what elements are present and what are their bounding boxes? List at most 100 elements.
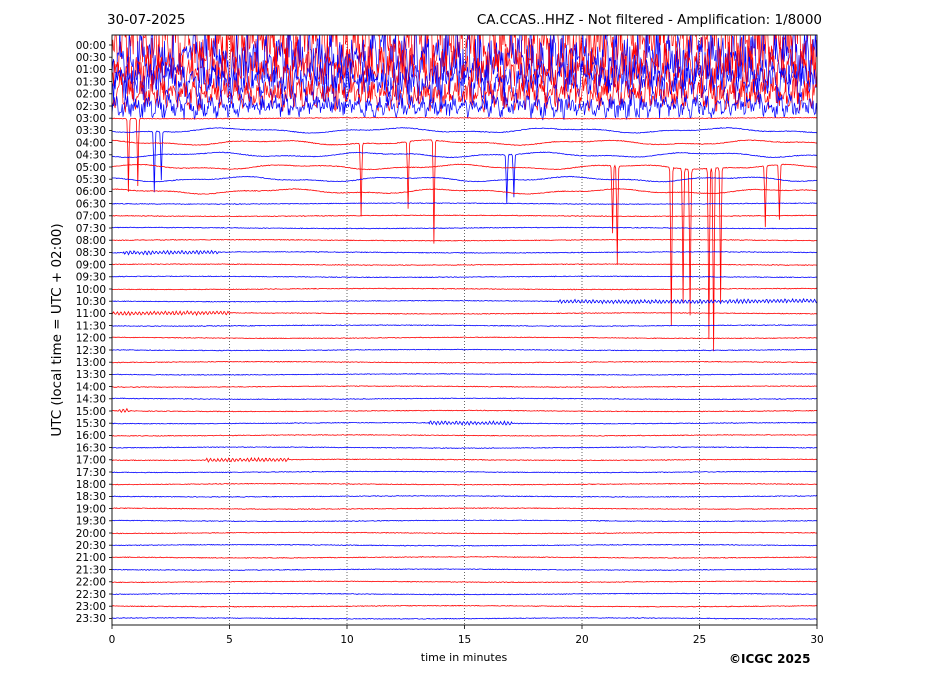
date-label: 30-07-2025 [107, 12, 186, 28]
x-tick-label: 10 [340, 634, 353, 646]
trace-line [112, 434, 817, 437]
chart-title: CA.CCAS..HHZ - Not filtered - Amplificat… [476, 12, 822, 28]
x-tick-label: 15 [458, 634, 471, 646]
y-tick-label: 22:00 [76, 577, 106, 589]
trace-line [112, 507, 817, 510]
y-tick-label: 18:00 [76, 479, 106, 491]
y-tick-label: 04:00 [76, 137, 106, 149]
y-tick-label: 23:00 [76, 601, 106, 613]
trace-line [112, 249, 817, 256]
x-tick-label: 0 [109, 634, 116, 646]
y-tick-label: 06:00 [76, 186, 106, 198]
x-tick-label: 5 [226, 634, 233, 646]
y-tick-label: 14:00 [76, 381, 106, 393]
trace-line [112, 151, 817, 204]
y-tick-label: 15:30 [76, 418, 106, 430]
x-tick-label: 20 [575, 634, 588, 646]
y-tick-label: 07:30 [76, 223, 106, 235]
y-tick-label: 06:30 [76, 198, 106, 210]
trace-line [112, 310, 817, 317]
trace-line [112, 238, 817, 242]
trace-line [112, 407, 817, 414]
y-tick-label: 17:30 [76, 467, 106, 479]
trace-line [112, 297, 817, 305]
x-axis-label: time in minutes [420, 651, 508, 664]
y-tick-label: 12:30 [76, 345, 106, 357]
trace-line [112, 531, 817, 535]
trace-line [112, 420, 817, 426]
trace-line [112, 556, 817, 559]
y-tick-label: 13:00 [76, 357, 106, 369]
y-tick-label: 11:30 [76, 320, 106, 332]
trace-line [112, 519, 817, 523]
trace-line [112, 495, 817, 498]
y-tick-label: 09:00 [76, 259, 106, 271]
trace-line [112, 482, 817, 486]
trace-line [112, 592, 817, 596]
y-tick-label: 20:30 [76, 540, 106, 552]
trace-line [112, 58, 817, 106]
trace-line [112, 91, 817, 121]
trace-line [112, 188, 817, 195]
y-tick-label: 07:00 [76, 211, 106, 223]
y-tick-label: 09:30 [76, 272, 106, 284]
trace-line [112, 116, 817, 192]
y-tick-label: 21:30 [76, 564, 106, 576]
trace-line [112, 139, 817, 244]
trace-line [112, 446, 817, 449]
y-tick-label: 03:00 [76, 113, 106, 125]
trace-line [112, 287, 817, 291]
trace-line [112, 163, 817, 352]
trace-line [112, 397, 817, 401]
y-tick-label: 16:00 [76, 430, 106, 442]
trace-line [112, 336, 817, 340]
trace-line [112, 580, 817, 584]
y-tick-label: 05:00 [76, 162, 106, 174]
y-tick-label: 11:00 [76, 308, 106, 320]
y-tick-label: 13:30 [76, 369, 106, 381]
y-tick-label: 19:00 [76, 503, 106, 515]
trace-line [112, 324, 817, 327]
trace-line [112, 470, 817, 474]
y-tick-label: 08:30 [76, 247, 106, 259]
y-tick-label: 10:00 [76, 284, 106, 296]
trace-line [112, 214, 817, 218]
y-tick-label: 19:30 [76, 516, 106, 528]
trace-line [112, 226, 817, 230]
trace-line [112, 456, 817, 463]
y-tick-label: 00:00 [76, 40, 106, 52]
y-tick-label: 05:30 [76, 174, 106, 186]
y-tick-label: 04:30 [76, 150, 106, 162]
x-tick-label: 30 [810, 634, 823, 646]
y-tick-label: 02:00 [76, 89, 106, 101]
trace-line [112, 74, 817, 114]
x-tick-label: 25 [693, 634, 706, 646]
y-tick-label: 08:00 [76, 235, 106, 247]
y-tick-label: 03:30 [76, 125, 106, 137]
y-tick-label: 15:00 [76, 406, 106, 418]
trace-line [112, 348, 817, 352]
trace-line [112, 263, 817, 266]
trace-line [112, 604, 817, 608]
trace-line [112, 385, 817, 388]
y-tick-label: 17:00 [76, 455, 106, 467]
y-tick-label: 23:30 [76, 613, 106, 625]
y-tick-label: 00:30 [76, 52, 106, 64]
trace-line [112, 360, 817, 364]
y-tick-label: 01:00 [76, 64, 106, 76]
trace-line [112, 127, 817, 193]
y-tick-label: 22:30 [76, 589, 106, 601]
y-tick-label: 01:30 [76, 76, 106, 88]
trace-line [112, 568, 817, 571]
trace-line [112, 617, 817, 620]
y-tick-label: 02:30 [76, 101, 106, 113]
y-tick-label: 20:00 [76, 528, 106, 540]
trace-line [112, 275, 817, 279]
y-tick-label: 16:30 [76, 442, 106, 454]
y-tick-label: 21:00 [76, 552, 106, 564]
y-tick-label: 12:00 [76, 333, 106, 345]
trace-line [112, 373, 817, 376]
y-tick-label: 10:30 [76, 296, 106, 308]
